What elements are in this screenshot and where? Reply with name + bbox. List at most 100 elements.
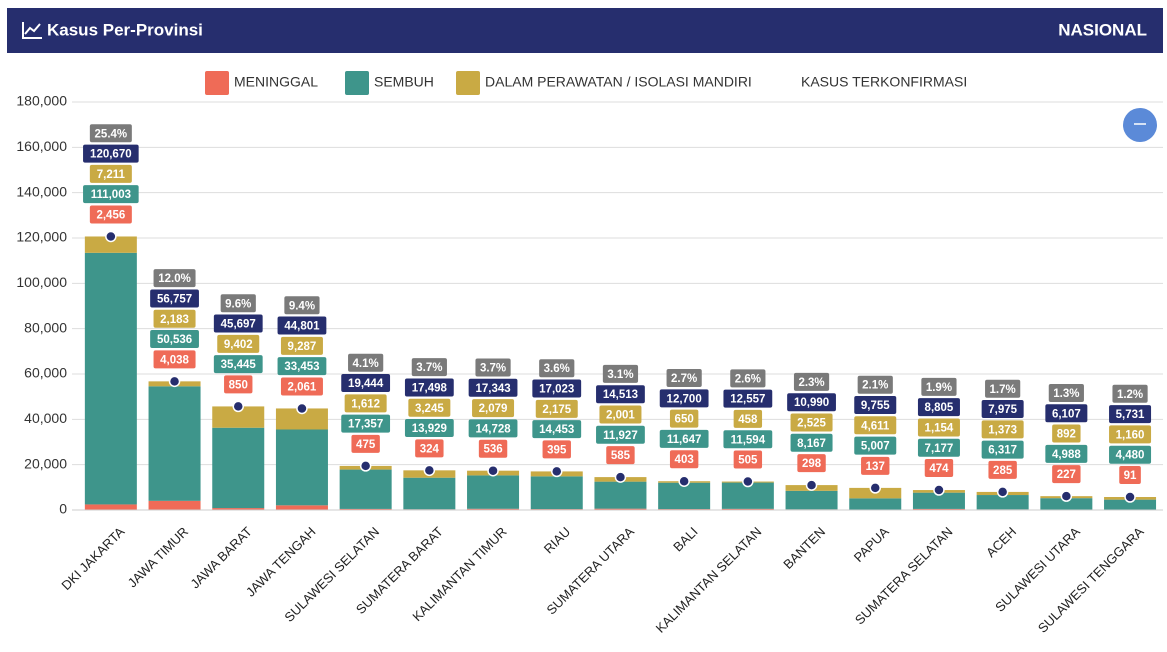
data-label: 1.9% xyxy=(921,378,956,396)
data-label: 3.1% xyxy=(603,365,638,383)
x-tick-label: JAWA TIMUR xyxy=(125,524,191,590)
data-label: 17,023 xyxy=(532,380,581,398)
data-label-text: 7,177 xyxy=(925,443,954,455)
data-label: 650 xyxy=(670,410,698,428)
data-label-text: 2,079 xyxy=(479,403,508,415)
data-label: 475 xyxy=(351,435,379,453)
bar-segment xyxy=(85,253,137,505)
data-label-text: 25.4% xyxy=(95,128,128,140)
data-label: 1.3% xyxy=(1049,384,1084,402)
data-label-text: 1,154 xyxy=(925,422,954,434)
data-label: 2,001 xyxy=(599,406,641,424)
bar-segment xyxy=(276,430,328,506)
point xyxy=(106,231,116,241)
data-label: 5,731 xyxy=(1109,405,1151,423)
data-label-text: 8,167 xyxy=(797,438,826,450)
data-label-text: 4,988 xyxy=(1052,449,1081,461)
data-label-text: 2,061 xyxy=(288,381,317,393)
data-label-text: 3.7% xyxy=(480,363,506,375)
data-label: 11,594 xyxy=(723,430,772,448)
point xyxy=(552,466,562,476)
scope-label[interactable]: NASIONAL xyxy=(1058,20,1147,39)
data-label: 9,402 xyxy=(217,335,259,353)
x-tick-label: PAPUA xyxy=(851,524,892,565)
data-label: 9.6% xyxy=(221,294,256,312)
data-label: 4,038 xyxy=(154,350,196,368)
data-label-text: 1,373 xyxy=(988,424,1017,436)
data-label-text: 11,927 xyxy=(603,430,638,442)
bar-segment xyxy=(149,386,201,501)
data-label-text: 11,647 xyxy=(667,434,702,446)
data-label-text: 35,445 xyxy=(221,359,257,371)
chart-title: Kasus Per-Provinsi xyxy=(47,20,203,39)
zoom-button[interactable] xyxy=(1123,108,1157,142)
data-label-text: 1.9% xyxy=(926,382,952,394)
data-label-text: 91 xyxy=(1124,470,1137,482)
data-label: 2,079 xyxy=(472,399,514,417)
data-label-text: 2.7% xyxy=(671,373,697,385)
data-label: 19,444 xyxy=(341,374,390,392)
legend-label: SEMBUH xyxy=(374,74,434,90)
data-label: 298 xyxy=(797,454,825,472)
x-tick-label: SULAWESI TENGGARA xyxy=(1035,524,1147,636)
data-label-text: 1,612 xyxy=(351,398,380,410)
data-label: 6,107 xyxy=(1045,404,1087,422)
y-tick-label: 100,000 xyxy=(16,274,67,290)
bar-segment xyxy=(594,482,646,509)
data-label: 17,357 xyxy=(341,415,390,433)
data-label-text: 5,007 xyxy=(861,441,890,453)
data-label-text: 2,175 xyxy=(542,404,571,416)
data-label: 2.1% xyxy=(858,376,893,394)
data-label-text: 7,975 xyxy=(988,404,1017,416)
data-label: 12,557 xyxy=(723,390,772,408)
data-label: 2.3% xyxy=(794,373,829,391)
x-tick-label: KALIMANTAN SELATAN xyxy=(653,524,765,636)
point xyxy=(424,465,434,475)
data-label-text: 2.1% xyxy=(862,380,888,392)
y-tick-label: 40,000 xyxy=(24,410,67,426)
point xyxy=(297,403,307,413)
data-label: 2,061 xyxy=(281,377,323,395)
data-label-text: 285 xyxy=(993,465,1013,477)
data-label: 7,975 xyxy=(982,400,1024,418)
data-label: 474 xyxy=(925,459,953,477)
data-label-text: 2,183 xyxy=(160,314,189,326)
data-label: 12,700 xyxy=(660,389,709,407)
data-label-text: 9,755 xyxy=(861,400,890,412)
data-label-text: 4,480 xyxy=(1116,450,1145,462)
data-label-text: 850 xyxy=(229,379,248,391)
data-label: 137 xyxy=(861,457,889,475)
point xyxy=(233,401,243,411)
data-label-text: 12,557 xyxy=(730,394,765,406)
data-label-text: 1.2% xyxy=(1117,389,1143,401)
data-label: 91 xyxy=(1119,466,1141,484)
point xyxy=(870,483,880,493)
point xyxy=(361,461,371,471)
data-label-text: 9.4% xyxy=(289,300,315,312)
data-label-text: 2.3% xyxy=(798,377,824,389)
y-tick-label: 0 xyxy=(59,501,67,517)
data-label-text: 2,456 xyxy=(96,210,125,222)
data-label: 227 xyxy=(1052,465,1080,483)
data-label: 324 xyxy=(415,439,443,457)
data-label: 8,805 xyxy=(918,398,960,416)
data-label: 111,003 xyxy=(83,185,139,203)
data-label: 395 xyxy=(543,440,571,458)
data-label: 1,373 xyxy=(982,420,1024,438)
data-label-text: 14,453 xyxy=(539,424,574,436)
data-label: 9.4% xyxy=(284,296,319,314)
data-label-text: 536 xyxy=(483,444,502,456)
point xyxy=(615,472,625,482)
data-label-text: 137 xyxy=(866,461,885,473)
data-label: 14,513 xyxy=(596,385,645,403)
data-label: 13,929 xyxy=(405,419,454,437)
data-label-text: 585 xyxy=(611,450,631,462)
data-label-text: 1.3% xyxy=(1053,388,1079,400)
data-label-text: 9,402 xyxy=(224,339,253,351)
data-label: 9,287 xyxy=(281,337,323,355)
point xyxy=(998,487,1008,497)
data-label: 585 xyxy=(606,446,634,464)
data-label-text: 475 xyxy=(356,439,376,451)
bar-segment xyxy=(340,470,392,509)
legend-label: KASUS TERKONFIRMASI xyxy=(801,74,967,90)
